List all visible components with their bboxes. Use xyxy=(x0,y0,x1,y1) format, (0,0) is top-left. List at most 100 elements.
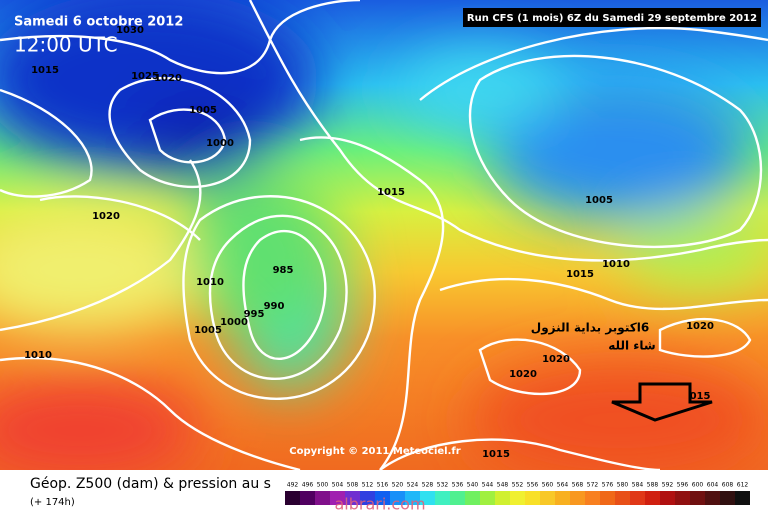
scale-swatch xyxy=(510,491,525,505)
isobar-label: 1015 xyxy=(566,269,594,280)
scale-label: 580 xyxy=(617,482,629,489)
scale-swatch xyxy=(690,491,705,505)
scale-swatch xyxy=(555,491,570,505)
map-field: 1030101510251020100510001020101510101005… xyxy=(0,0,768,470)
isobar-label: 1020 xyxy=(686,321,714,332)
scale-swatch xyxy=(315,491,330,505)
isobar-label: 1010 xyxy=(602,259,630,270)
color-scale: 492 496 500 504 508 512 516 520 524 528 532 536 540 5… xyxy=(285,482,750,505)
scale-label: 600 xyxy=(692,482,704,489)
scale-swatch xyxy=(300,491,315,505)
scale-swatch xyxy=(585,491,600,505)
scale-label: 552 xyxy=(512,482,524,489)
isobar-label: 1015 xyxy=(377,187,405,198)
footer-lead: (+ 174h) xyxy=(30,497,75,508)
scale-swatch xyxy=(720,491,735,505)
scale-label: 548 xyxy=(497,482,509,489)
scale-label: 540 xyxy=(467,482,479,489)
scale-label: 568 xyxy=(572,482,584,489)
scale-swatch xyxy=(705,491,720,505)
scale-label: 604 xyxy=(707,482,719,489)
isobar-label: 1000 xyxy=(220,317,248,328)
scale-swatch xyxy=(480,491,495,505)
isobar-label: 1005 xyxy=(585,195,613,206)
scale-swatch xyxy=(630,491,645,505)
scale-label: 576 xyxy=(602,482,614,489)
isobar-label: 1020 xyxy=(509,369,537,380)
scale-swatch xyxy=(570,491,585,505)
map-date: Samedi 6 octobre 2012 xyxy=(14,15,183,30)
scale-label: 520 xyxy=(392,482,404,489)
scale-label: 564 xyxy=(557,482,569,489)
down-arrow xyxy=(611,382,713,422)
scale-swatch xyxy=(360,491,375,505)
isobar-label: 1015 xyxy=(482,449,510,460)
scale-label: 592 xyxy=(662,482,674,489)
annotation-line-1: 6اكتوبر بداية النزول xyxy=(531,321,649,336)
isobar-label: 1025 xyxy=(131,71,159,82)
scale-swatch xyxy=(345,491,360,505)
isobar-labels: 1030101510251020100510001020101510101005… xyxy=(24,25,714,460)
scale-label: 504 xyxy=(332,482,344,489)
scale-label: 512 xyxy=(362,482,374,489)
copyright: Copyright © 2011 Meteociel.fr xyxy=(289,446,460,457)
scale-swatch xyxy=(525,491,540,505)
scale-swatch xyxy=(420,491,435,505)
scale-label: 528 xyxy=(422,482,434,489)
scale-label: 608 xyxy=(722,482,734,489)
scale-label: 560 xyxy=(542,482,554,489)
scale-label: 524 xyxy=(407,482,419,489)
scale-swatch xyxy=(600,491,615,505)
scale-swatch xyxy=(330,491,345,505)
footer-title: Géop. Z500 (dam) & pression au s xyxy=(30,476,271,492)
run-info: Run CFS (1 mois) 6Z du Samedi 29 septemb… xyxy=(467,13,757,24)
scale-swatch xyxy=(615,491,630,505)
scale-swatch xyxy=(435,491,450,505)
scale-label: 588 xyxy=(647,482,659,489)
scale-label: 496 xyxy=(302,482,314,489)
isobar-label: 1020 xyxy=(92,211,120,222)
isobar-label: 1000 xyxy=(206,138,234,149)
scale-swatch xyxy=(405,491,420,505)
isobars xyxy=(0,0,768,470)
scale-label: 596 xyxy=(677,482,689,489)
isobar-label: 1030 xyxy=(116,25,144,36)
isobar-label: 1005 xyxy=(194,325,222,336)
isobar-label: 995 xyxy=(244,309,265,320)
scale-label: 572 xyxy=(587,482,599,489)
run-box xyxy=(463,8,761,27)
annotation-line-2: شاء الله xyxy=(608,339,655,353)
watermark: albrari.com xyxy=(334,495,425,512)
isobar-label: 1010 xyxy=(196,277,224,288)
scale-label: 584 xyxy=(632,482,644,489)
scale-swatch xyxy=(285,491,300,505)
scale-swatch xyxy=(390,491,405,505)
map-time: 12:00 UTC xyxy=(14,33,118,57)
scale-swatch xyxy=(675,491,690,505)
scale-swatch xyxy=(450,491,465,505)
scale-label: 536 xyxy=(452,482,464,489)
scale-label: 544 xyxy=(482,482,494,489)
isobar-label: 1020 xyxy=(542,354,570,365)
scale-swatch xyxy=(735,491,750,505)
scale-swatch xyxy=(375,491,390,505)
scale-label: 556 xyxy=(527,482,539,489)
isobar-label: 015 xyxy=(690,391,711,402)
scale-swatch xyxy=(645,491,660,505)
scale-swatch xyxy=(540,491,555,505)
scale-label: 516 xyxy=(377,482,389,489)
scale-label: 500 xyxy=(317,482,329,489)
scale-swatch xyxy=(495,491,510,505)
scale-swatch xyxy=(660,491,675,505)
isobar-label: 1010 xyxy=(24,350,52,361)
scale-label: 492 xyxy=(287,482,299,489)
isobar-label: 1005 xyxy=(189,105,217,116)
scale-label: 612 xyxy=(737,482,749,489)
scale-label: 532 xyxy=(437,482,449,489)
isobar-label: 1015 xyxy=(31,65,59,76)
isobar-label: 990 xyxy=(264,301,285,312)
isobar-label: 1020 xyxy=(154,73,182,84)
scale-label: 508 xyxy=(347,482,359,489)
isobar-label: 985 xyxy=(273,265,294,276)
